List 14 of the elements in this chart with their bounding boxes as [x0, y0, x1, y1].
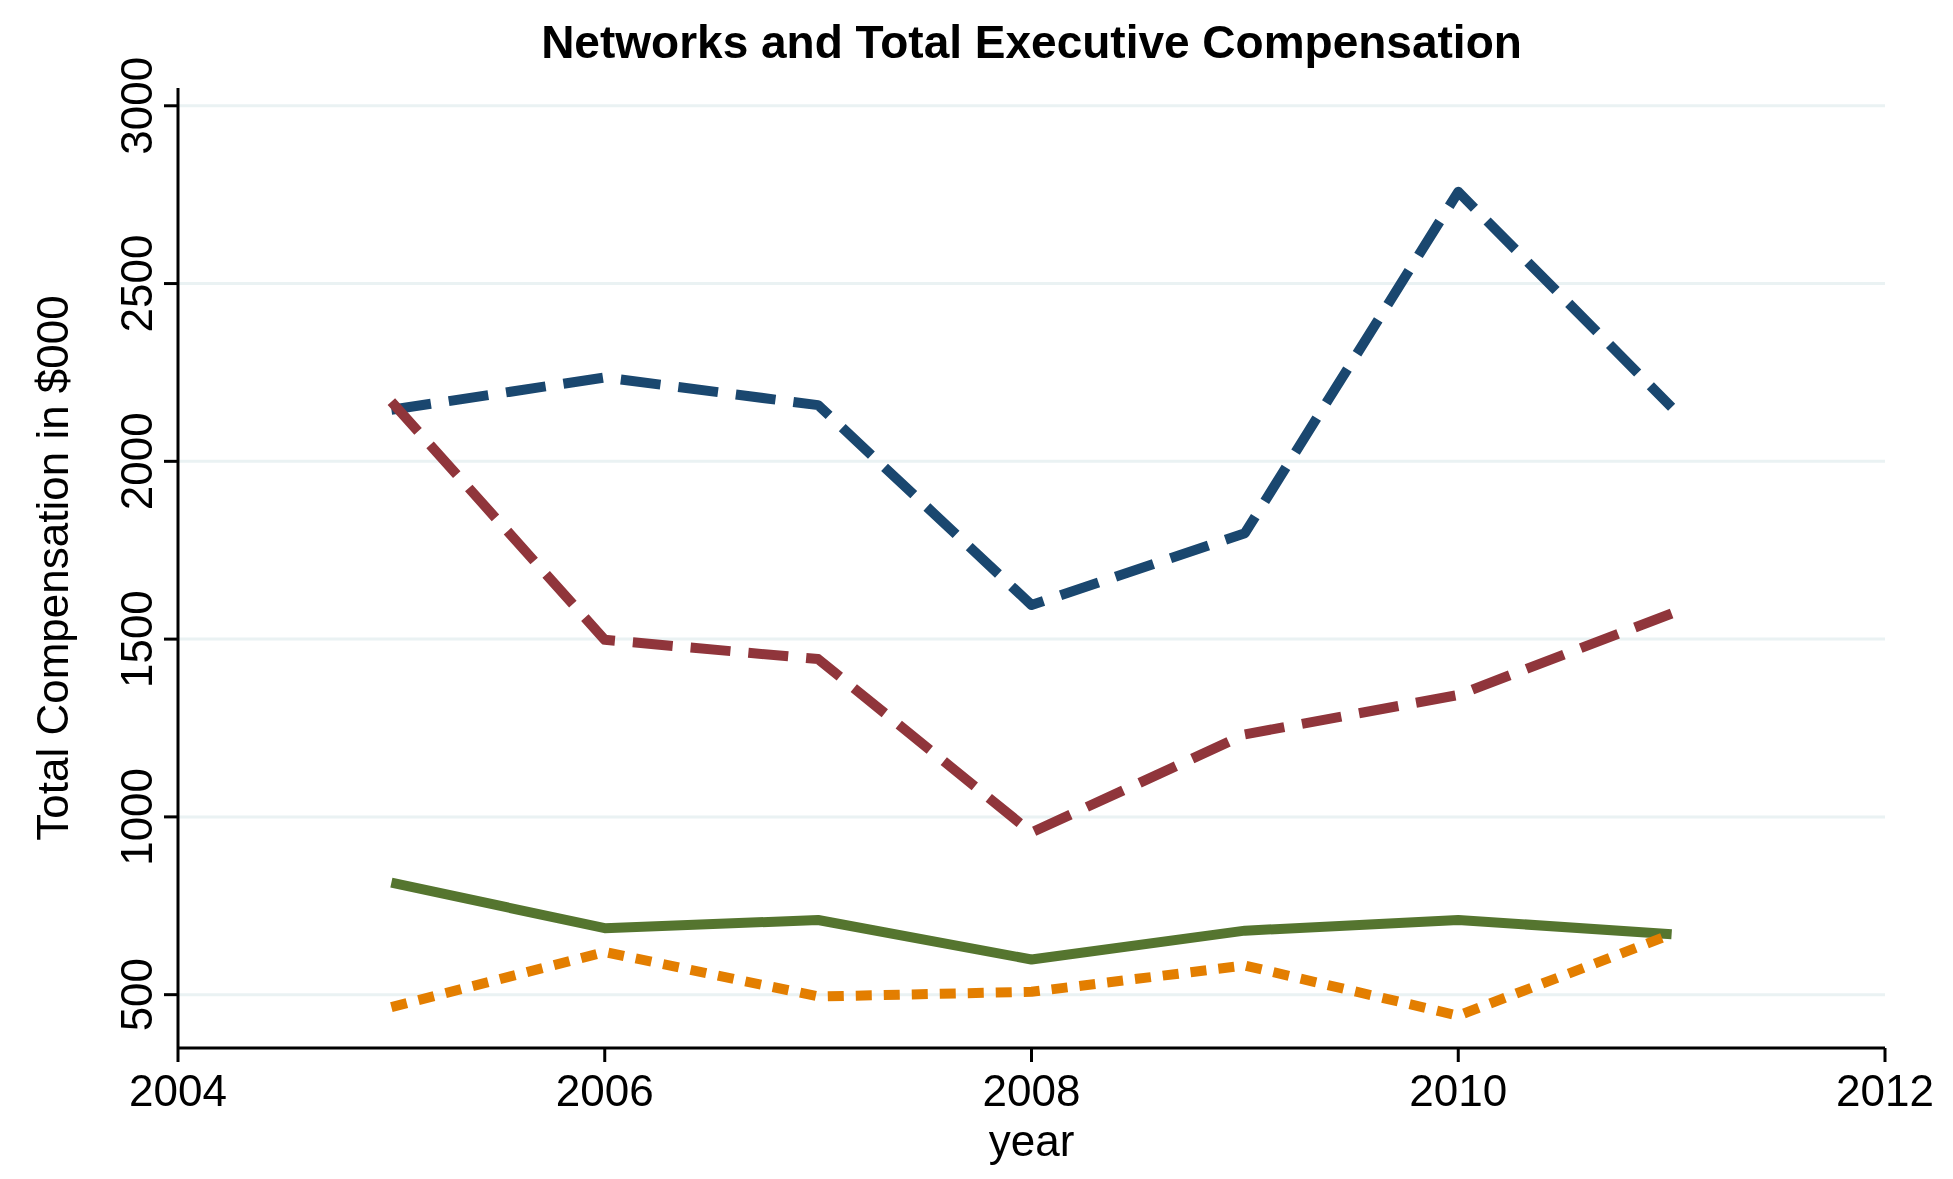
y-tick-label: 3000 [112, 56, 161, 155]
x-tick-label: 2006 [555, 1066, 654, 1115]
y-tick-label: 2000 [112, 412, 161, 511]
x-tick-label: 2004 [129, 1066, 227, 1115]
y-tick-label: 1500 [112, 590, 161, 689]
chart-title: Networks and Total Executive Compensation [541, 16, 1522, 68]
y-tick-label: 1000 [112, 767, 161, 866]
y-axis-title: Total Compensation in $000 [28, 295, 77, 841]
x-axis-title: year [988, 1116, 1075, 1165]
x-tick-label: 2008 [982, 1066, 1081, 1115]
y-tick-label: 2500 [112, 234, 161, 333]
y-tick-label: 500 [112, 957, 161, 1032]
x-tick-label: 2012 [1836, 1066, 1934, 1115]
x-tick-label: 2010 [1409, 1066, 1508, 1115]
